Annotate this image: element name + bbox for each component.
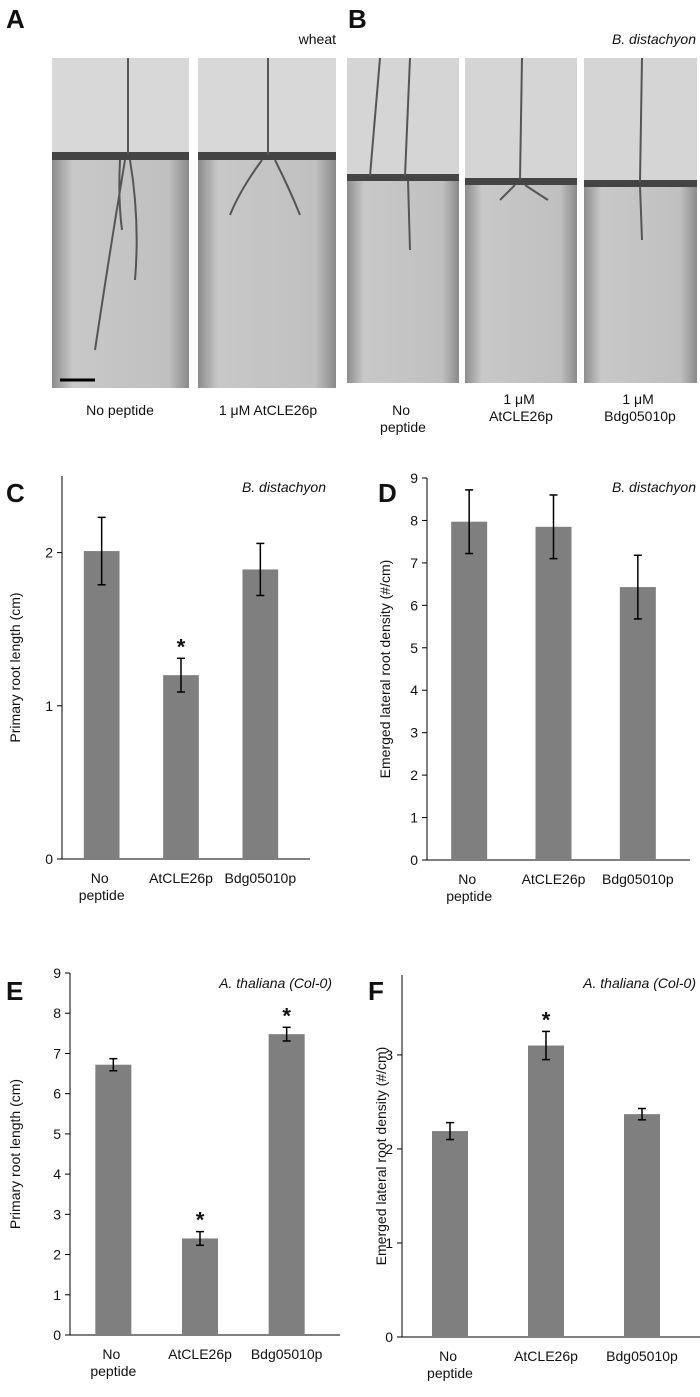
bar: [535, 526, 572, 860]
photo-label: 1 μM Bdg05010p: [604, 391, 676, 424]
y-tick-label: 2: [53, 1247, 61, 1263]
significance: *: [282, 1003, 291, 1028]
panel-letter: D: [378, 478, 397, 508]
species-label: B. distachyon: [612, 31, 696, 47]
bar: [268, 1034, 305, 1335]
bar: [95, 1064, 132, 1335]
error-bar: [177, 657, 185, 693]
error-bar: [542, 1030, 550, 1061]
x-tick-label: AtCLE26p: [149, 870, 213, 886]
annotation: B. distachyon: [242, 479, 326, 495]
panel-letter: F: [368, 976, 384, 1006]
error-bar: [256, 542, 265, 597]
y-tick-label: 7: [53, 1045, 61, 1061]
annotation: A. thaliana (Col-0): [582, 975, 696, 991]
significance: *: [177, 634, 186, 659]
photo-label: No peptide: [380, 402, 426, 435]
error-bar: [109, 1057, 118, 1072]
y-tick-label: 1: [53, 1287, 61, 1303]
x-tick-label: No peptide: [90, 1346, 136, 1379]
annotation: A. thaliana (Col-0): [218, 975, 332, 991]
y-tick-label: 4: [410, 682, 418, 698]
species-label: wheat: [298, 31, 336, 47]
error-bar: [196, 1230, 204, 1247]
bar: [624, 1114, 660, 1337]
y-tick-label: 1: [385, 1235, 393, 1251]
y-tick-label: 7: [410, 555, 418, 571]
x-tick-label: No peptide: [79, 870, 125, 903]
error-bar: [549, 494, 558, 560]
x-tick-label: Bdg05010p: [225, 870, 297, 886]
y-tick-label: 8: [410, 512, 418, 528]
significance: *: [542, 1007, 551, 1032]
y-tick-label: 3: [53, 1206, 61, 1222]
x-tick-label: AtCLE26p: [522, 871, 586, 887]
y-axis-label: Primary root length (cm): [7, 1079, 23, 1229]
photo-b: [347, 57, 697, 383]
y-tick-label: 0: [385, 1329, 393, 1345]
error-bar: [282, 1026, 291, 1042]
y-tick-label: 3: [410, 725, 418, 741]
bar: [451, 521, 488, 860]
x-tick-label: Bdg05010p: [251, 1346, 323, 1362]
photo-label: 1 μM AtCLE26p: [489, 391, 553, 424]
panel-letter: E: [6, 976, 23, 1006]
x-tick-label: Bdg05010p: [606, 1348, 678, 1364]
photo-label: No peptide: [86, 402, 154, 418]
y-axis-label: Emerged lateral root density (#/cm): [373, 1047, 389, 1266]
y-tick-label: 5: [410, 640, 418, 656]
panel-letter: C: [6, 478, 25, 508]
error-bar: [97, 516, 106, 586]
x-tick-label: No peptide: [446, 871, 492, 904]
y-tick-label: 1: [45, 698, 53, 714]
y-tick-label: 9: [53, 965, 61, 981]
y-tick-label: 8: [53, 1005, 61, 1021]
bar: [242, 569, 279, 859]
x-tick-label: AtCLE26p: [168, 1346, 232, 1362]
y-tick-label: 6: [410, 597, 418, 613]
y-axis-label: Primary root length (cm): [7, 592, 23, 742]
bar: [432, 1131, 468, 1337]
photo-a: [52, 58, 336, 388]
error-bar: [638, 1107, 646, 1121]
y-tick-label: 5: [53, 1126, 61, 1142]
error-bar: [446, 1121, 454, 1141]
bar: [83, 551, 120, 859]
y-tick-label: 2: [385, 1141, 393, 1157]
y-tick-label: 0: [410, 852, 418, 868]
y-tick-label: 2: [410, 767, 418, 783]
y-tick-label: 3: [385, 1047, 393, 1063]
y-tick-label: 0: [53, 1327, 61, 1343]
x-tick-label: No peptide: [427, 1348, 473, 1381]
photo-label: 1 μM AtCLE26p: [219, 402, 318, 418]
bar: [619, 587, 656, 860]
y-tick-label: 9: [410, 470, 418, 486]
y-tick-label: 6: [53, 1086, 61, 1102]
x-tick-label: Bdg05010p: [602, 871, 674, 887]
bar: [163, 675, 199, 859]
error-bar: [633, 554, 642, 620]
bar: [182, 1238, 218, 1335]
panel-letter: A: [6, 4, 25, 34]
y-tick-label: 0: [45, 851, 53, 867]
y-axis-label: Emerged lateral root density (#/cm): [377, 560, 393, 779]
y-tick-label: 2: [45, 545, 53, 561]
y-tick-label: 1: [410, 810, 418, 826]
annotation: B. distachyon: [612, 479, 696, 495]
bar: [528, 1045, 564, 1337]
panel-letter: B: [348, 4, 367, 34]
x-tick-label: AtCLE26p: [514, 1348, 578, 1364]
error-bar: [465, 489, 474, 555]
y-tick-label: 4: [53, 1166, 61, 1182]
significance: *: [196, 1208, 205, 1233]
